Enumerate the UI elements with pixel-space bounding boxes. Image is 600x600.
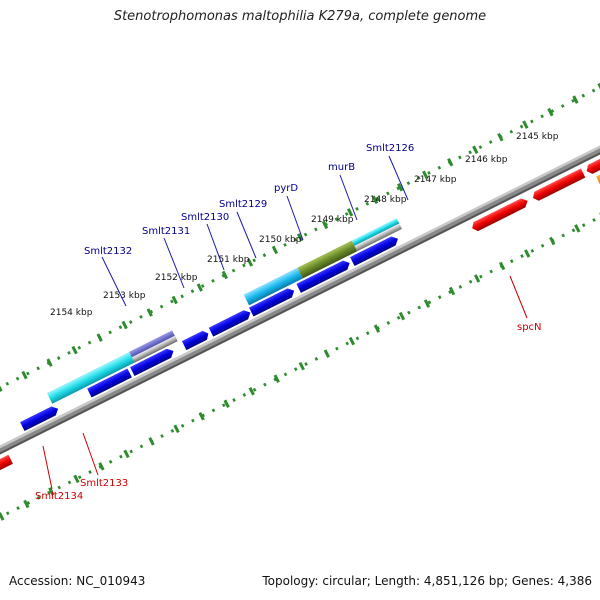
kbp-label: 2153 kbp <box>103 291 146 301</box>
ruler-major-tick <box>448 286 456 296</box>
kbp-label: 2152 kbp <box>155 273 198 283</box>
ruler-labels: 2145 kbp 2146 kbp 2147 kbp 2148 kbp 2149… <box>50 132 559 318</box>
gene-spcn-arrow[interactable] <box>470 196 530 233</box>
accession-label: Accession: NC_010943 <box>9 574 146 588</box>
ruler-major-tick <box>346 208 354 217</box>
ruler-major-tick <box>196 283 203 292</box>
ruler-major-tick <box>0 512 5 521</box>
ruler-major-tick <box>221 270 228 280</box>
ruler-major-tick <box>123 449 130 459</box>
gene-label-smlt2126[interactable]: Smlt2126 <box>366 143 414 154</box>
gene-label-smlt2134[interactable]: Smlt2134 <box>35 491 83 502</box>
kbp-label: 2151 kbp <box>207 255 250 265</box>
ruler-major-tick <box>96 333 103 342</box>
kbp-label: 2154 kbp <box>50 308 93 318</box>
feature-grey-2 <box>354 223 402 252</box>
ruler-major-tick <box>423 299 431 308</box>
ruler-major-tick <box>373 324 381 333</box>
gene-smlt2131-arrow[interactable] <box>130 347 176 377</box>
ruler-major-tick <box>497 132 504 142</box>
gene-smlt2130-arrow[interactable] <box>181 329 211 351</box>
ruler-major-tick <box>522 120 529 129</box>
ruler-major-tick <box>223 399 230 409</box>
gene-reverse-arrow-2 <box>532 168 586 201</box>
ruler-major-tick <box>398 311 406 321</box>
ruler-major-tick <box>71 345 78 355</box>
ruler-major-tick <box>23 499 30 509</box>
ruler-major-tick <box>321 220 329 230</box>
gene-murb-arrow[interactable] <box>296 258 351 293</box>
feature-grey-1 <box>131 335 178 363</box>
ruler-major-tick <box>371 195 379 205</box>
ruler-major-tick <box>422 170 429 180</box>
feature-sky-pyrd <box>243 267 303 306</box>
gene-label-pyrd[interactable]: pyrD <box>274 183 298 194</box>
ruler-major-tick <box>574 224 581 233</box>
ruler-major-tick <box>21 370 28 380</box>
ruler-major-tick <box>246 258 254 267</box>
gene-smlt2129-arrow[interactable] <box>208 308 253 337</box>
gene-label-smlt2133[interactable]: Smlt2133 <box>80 478 128 489</box>
ruler-major-tick <box>524 249 531 258</box>
gene-label-smlt2131[interactable]: Smlt2131 <box>142 226 190 237</box>
gene-smlt2133-arrow[interactable] <box>0 454 13 481</box>
ruler-major-tick <box>248 386 255 396</box>
ruler-major-tick <box>323 349 330 358</box>
ruler-major-tick <box>473 274 481 283</box>
feature-olive-murb <box>297 240 358 279</box>
gene-label-smlt2132[interactable]: Smlt2132 <box>84 246 132 257</box>
feature-cyan-1 <box>46 351 135 404</box>
gene-label-smlt2130[interactable]: Smlt2130 <box>181 212 229 223</box>
genome-backbone <box>0 95 600 505</box>
ruler-major-tick <box>549 236 556 246</box>
ruler-major-tick <box>148 437 155 446</box>
map-title: Stenotrophomonas maltophilia K279a, comp… <box>113 9 487 24</box>
ruler-major-tick <box>146 308 153 317</box>
ruler-major-tick <box>597 82 600 92</box>
gene-label-spcn[interactable]: spcN <box>517 322 542 333</box>
gene-reverse-arrow-3 <box>586 152 600 174</box>
ruler-major-tick <box>298 361 305 371</box>
gene-label-murb[interactable]: murB <box>328 162 355 173</box>
gene-smlt2132-arrow[interactable] <box>87 368 132 398</box>
kbp-label: 2148 kbp <box>364 195 407 205</box>
forward-gene-labels: Smlt2126 murB pyrD Smlt2129 Smlt2130 Sml… <box>84 143 414 307</box>
ruler-major-tick <box>198 412 205 421</box>
ruler-major-tick <box>273 374 280 383</box>
ruler-major-tick <box>271 245 279 255</box>
gene-pyrd-arrow[interactable] <box>249 286 296 317</box>
gene-smlt2126-arrow[interactable] <box>350 234 400 267</box>
kbp-label: 2147 kbp <box>414 175 457 185</box>
ruler-major-tick <box>98 462 105 471</box>
kbp-label: 2150 kbp <box>259 235 302 245</box>
gene-label-smlt2129[interactable]: Smlt2129 <box>219 199 267 210</box>
ruler-major-tick <box>547 107 554 117</box>
feature-cyan-2 <box>351 218 400 246</box>
ruler-major-tick <box>348 336 356 346</box>
kbp-label: 2146 kbp <box>465 155 508 165</box>
ruler-major-tick <box>499 261 506 271</box>
reverse-gene-labels: spcN Smlt2133 Smlt2134 <box>35 275 542 502</box>
ruler-major-tick <box>173 424 180 434</box>
ruler-major-tick <box>48 487 55 496</box>
ruler-major-tick <box>0 383 3 392</box>
topology-summary: Topology: circular; Length: 4,851,126 bp… <box>262 574 592 588</box>
ruler-major-tick <box>296 233 304 242</box>
gene-smlt2133-region-arrow <box>20 406 59 432</box>
ruler-major-tick <box>572 95 579 104</box>
ruler-major-tick <box>171 295 178 305</box>
kbp-label: 2145 kbp <box>516 132 559 142</box>
ruler-major-tick <box>46 358 53 367</box>
ruler-major-tick <box>472 145 479 154</box>
ruler-major-tick <box>447 157 454 167</box>
ruler-major-tick <box>121 320 128 330</box>
ruler-major-tick <box>73 474 80 484</box>
ruler-major-tick <box>397 183 404 192</box>
kbp-label: 2149 kbp <box>311 215 354 225</box>
